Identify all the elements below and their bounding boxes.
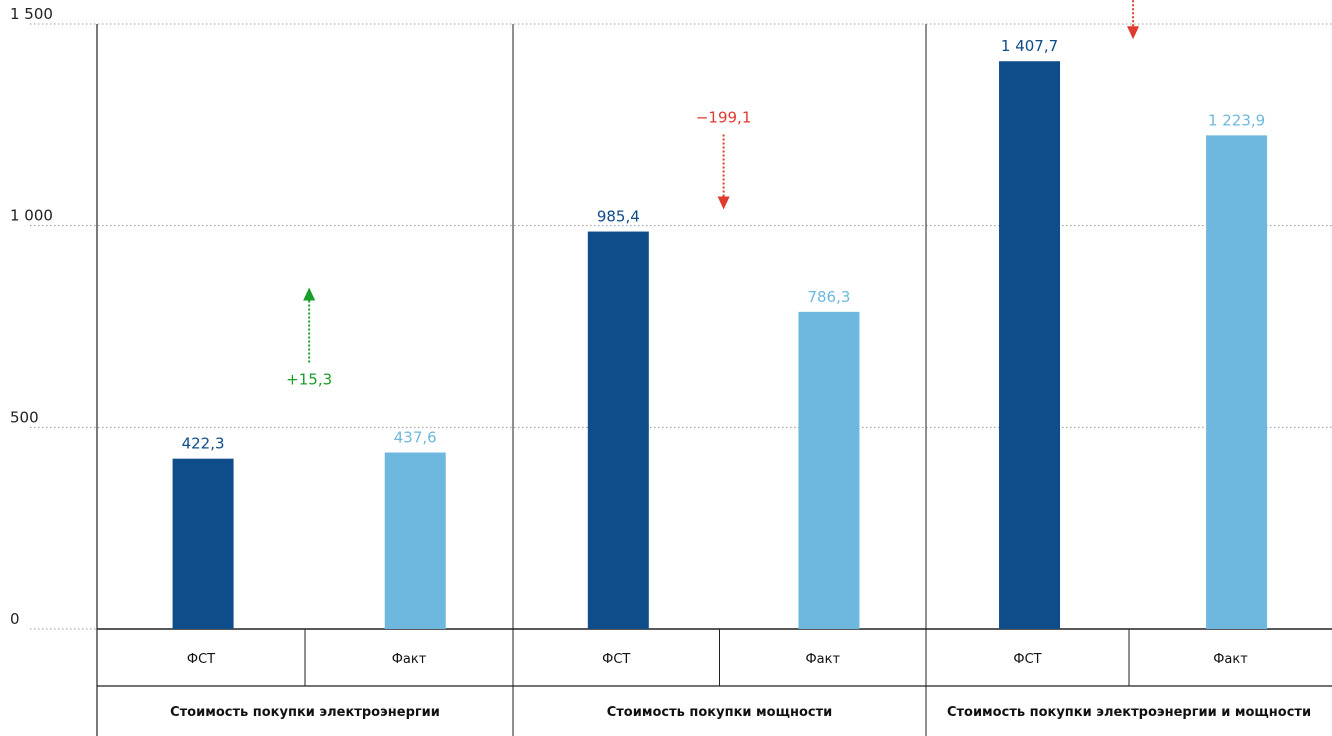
bar <box>172 458 234 629</box>
bar <box>999 61 1061 630</box>
delta-label: −199,1 <box>696 109 752 127</box>
category-label: ФСТ <box>187 652 215 667</box>
bar <box>587 231 649 629</box>
bar <box>1206 135 1268 629</box>
category-label: Факт <box>805 652 840 667</box>
bar <box>384 452 446 629</box>
delta-label: +15,3 <box>286 371 332 389</box>
category-label: ФСТ <box>602 652 630 667</box>
group-label: Стоимость покупки электроэнергии <box>170 705 440 720</box>
category-label: ФСТ <box>1013 652 1041 667</box>
y-tick-label: 500 <box>10 408 39 426</box>
bar-value-label: 1 223,9 <box>1208 111 1265 129</box>
category-label: Факт <box>392 652 427 667</box>
group-label: Стоимость покупки электроэнергии и мощно… <box>947 705 1311 720</box>
delta-arrow-down-icon <box>717 196 730 210</box>
group-label: Стоимость покупки мощности <box>607 705 833 720</box>
delta-arrow-up-icon <box>303 287 316 301</box>
y-tick-label: 0 <box>10 610 20 628</box>
delta-arrow-down-icon <box>1127 26 1140 40</box>
bar-value-label: 437,6 <box>394 429 437 447</box>
bar-value-label: 985,4 <box>597 208 640 226</box>
bar-value-label: 786,3 <box>807 288 850 306</box>
bar-value-label: 422,3 <box>182 435 225 453</box>
y-tick-label: 1 500 <box>10 5 53 23</box>
bar-value-label: 1 407,7 <box>1001 37 1058 55</box>
bar <box>798 311 860 629</box>
y-tick-label: 1 000 <box>10 207 53 225</box>
category-label: Факт <box>1213 652 1248 667</box>
